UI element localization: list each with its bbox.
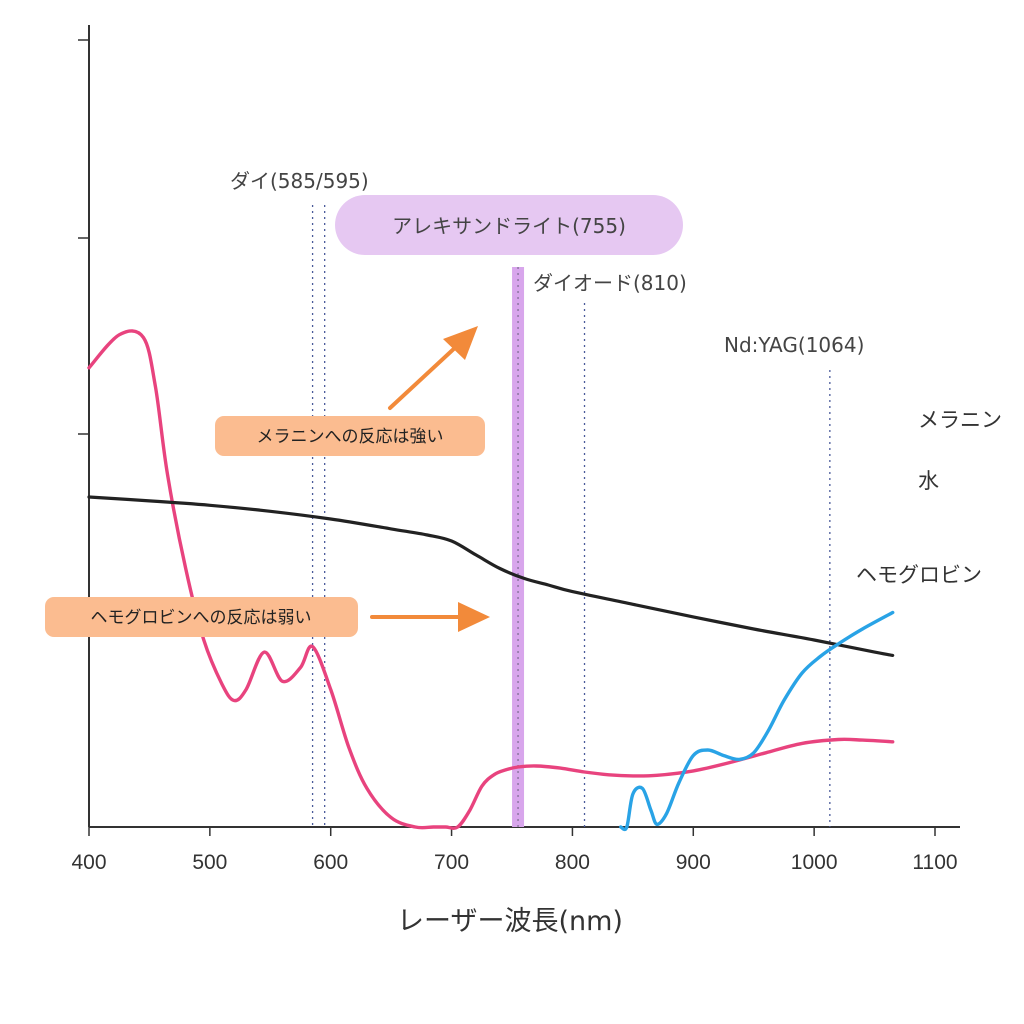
series-label-hemoglobin: ヘモグロビン bbox=[856, 563, 982, 587]
alexandrite-label-box bbox=[335, 195, 683, 255]
series-label-melanin: メラニン bbox=[918, 408, 1002, 432]
x-axis-ticks: 400 500 600 700 800 900 1000 1100 bbox=[71, 827, 958, 874]
melanin-note-box bbox=[215, 416, 485, 456]
series-line-melanin bbox=[87, 495, 895, 657]
melanin-note-arrow bbox=[388, 343, 460, 410]
x-tick-label: 900 bbox=[676, 851, 711, 874]
laser-band-alexandrite bbox=[512, 267, 525, 827]
hemoglobin-note-box bbox=[45, 597, 358, 637]
series-layer bbox=[87, 329, 895, 832]
series-line-hemoglobin bbox=[87, 329, 895, 830]
hemoglobin-note: ヘモグロビンへの反応は弱い bbox=[91, 608, 312, 628]
dye-label: ダイ(585/595) bbox=[230, 169, 369, 193]
series-line-water bbox=[619, 610, 895, 832]
melanin-arrowhead bbox=[443, 326, 478, 360]
melanin-note: メラニンへの反応は強い bbox=[257, 427, 444, 447]
hemoglobin-arrowhead bbox=[458, 602, 490, 632]
x-tick-label: 1000 bbox=[791, 851, 838, 874]
x-tick-label: 500 bbox=[192, 851, 227, 874]
x-tick-label: 600 bbox=[313, 851, 348, 874]
series-label-water: 水 bbox=[918, 469, 939, 493]
x-tick-label: 700 bbox=[434, 851, 469, 874]
diode-label: ダイオード(810) bbox=[533, 271, 687, 295]
ndyag-label: Nd:YAG(1064) bbox=[724, 333, 864, 357]
x-tick-label: 800 bbox=[555, 851, 590, 874]
alexandrite-label: アレキサンドライト(755) bbox=[392, 214, 626, 238]
x-axis-title: レーザー波長(nm) bbox=[397, 906, 623, 937]
laser-band-layer bbox=[512, 267, 525, 827]
laser-marker-layer bbox=[311, 205, 831, 827]
x-tick-label: 400 bbox=[71, 851, 106, 874]
x-tick-label: 1100 bbox=[912, 851, 957, 874]
